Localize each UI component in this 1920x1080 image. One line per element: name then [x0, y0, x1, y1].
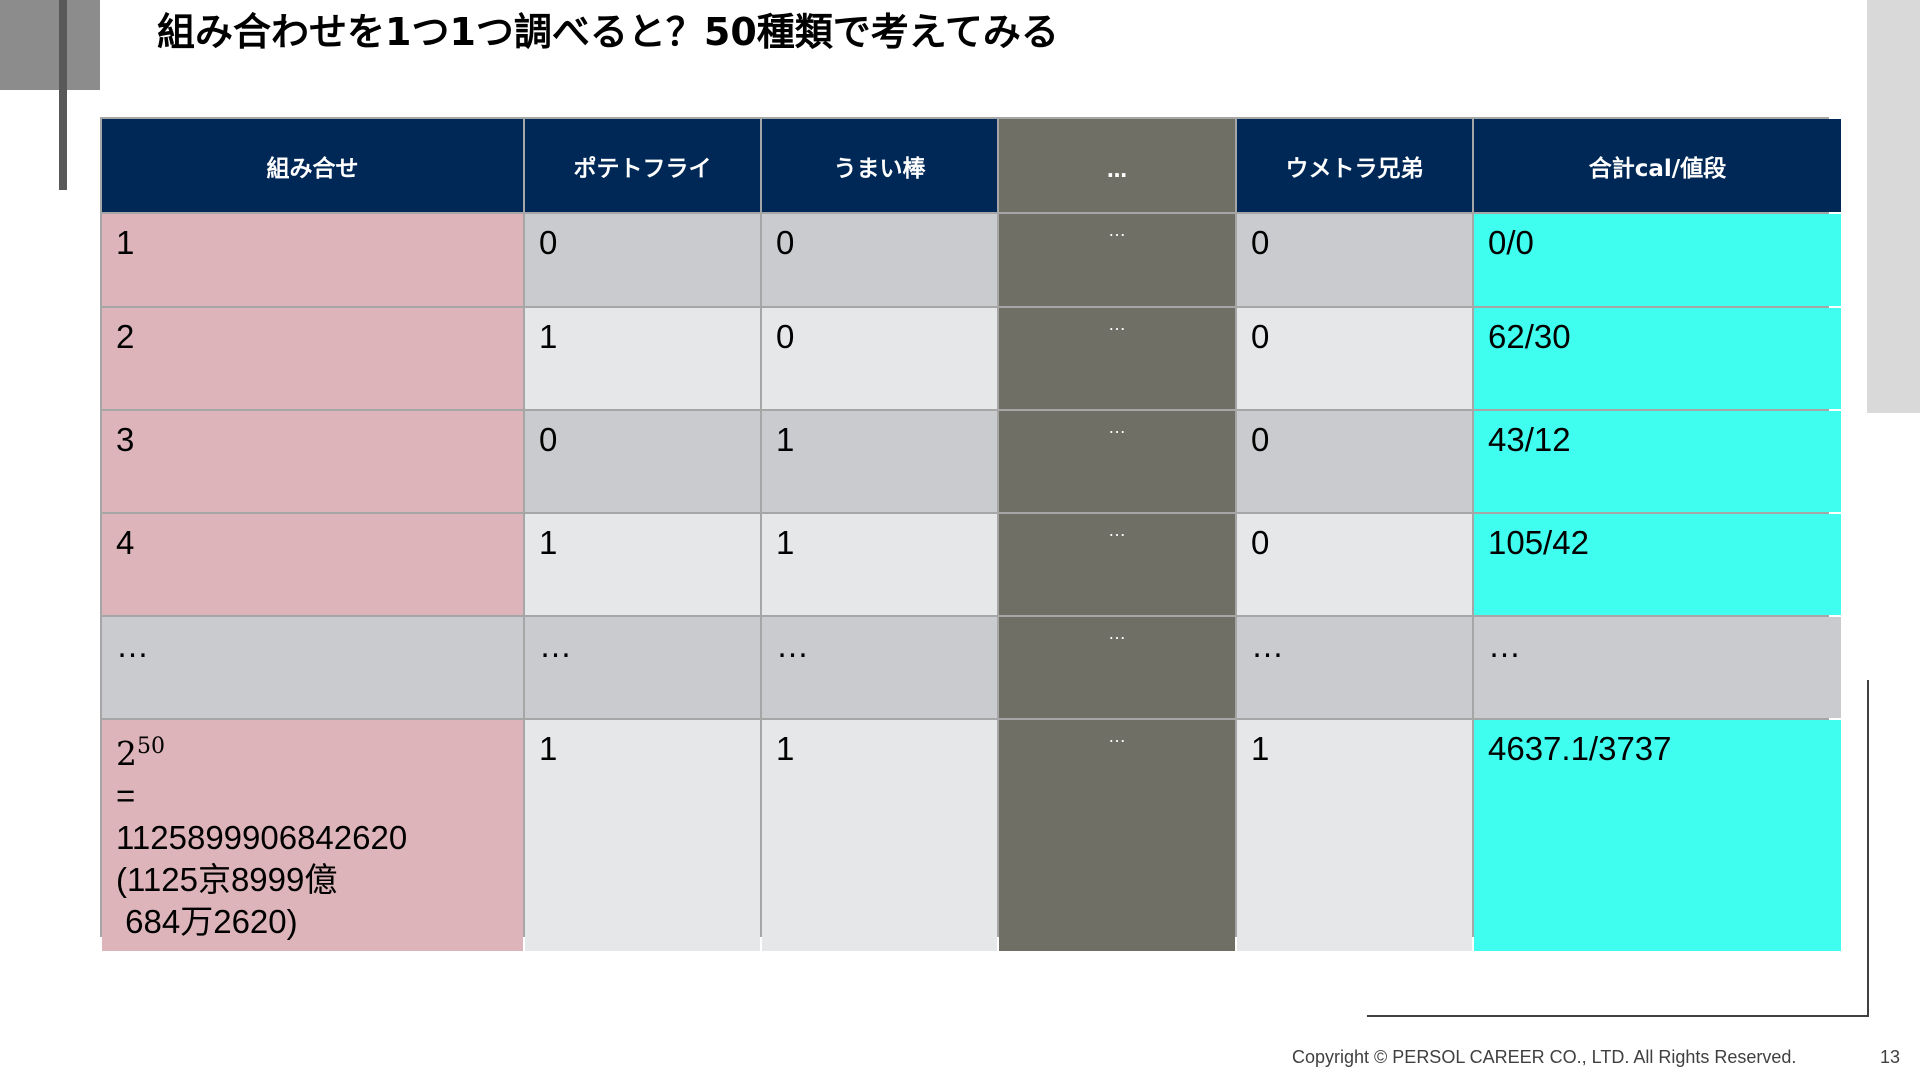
- header-ellipsis: …: [999, 119, 1235, 212]
- header-umetora: ウメトラ兄弟: [1237, 119, 1472, 212]
- row5-potato: …: [525, 617, 760, 718]
- row4-umetora: 0: [1237, 514, 1472, 615]
- row1-umaibo: 0: [762, 214, 997, 306]
- row1-total: 0/0: [1474, 214, 1841, 306]
- header-umaibo: うまい棒: [762, 119, 997, 212]
- row3-umetora: 0: [1237, 411, 1472, 512]
- row5-umetora: …: [1237, 617, 1472, 718]
- decorative-corner-block: [0, 0, 100, 90]
- row1-ellipsis: …: [999, 214, 1235, 306]
- row3-combination: 3: [102, 411, 523, 512]
- header-total: 合計cal/値段: [1474, 119, 1841, 212]
- row4-total: 105/42: [1474, 514, 1841, 615]
- total-combinations-value: 1125899906842620: [116, 819, 408, 856]
- decorative-vertical-bar: [59, 0, 67, 190]
- row2-total: 62/30: [1474, 308, 1841, 409]
- combination-table: 組み合せ ポテトフライ うまい棒 … ウメトラ兄弟 合計cal/値段 1 0 0…: [100, 117, 1841, 951]
- row5-umaibo: …: [762, 617, 997, 718]
- row3-umaibo: 1: [762, 411, 997, 512]
- row4-ellipsis: …: [999, 514, 1235, 615]
- page-title: 組み合わせを1つ1つ調べると？50種類で考えてみる: [157, 10, 1059, 54]
- row6-potato: 1: [525, 720, 760, 951]
- row6-ellipsis: …: [999, 720, 1235, 951]
- copyright-text: Copyright © PERSOL CAREER CO., LTD. All …: [1292, 1047, 1797, 1067]
- decorative-right-panel: [1867, 0, 1920, 413]
- row2-combination: 2: [102, 308, 523, 409]
- power-expression: 250: [116, 734, 165, 773]
- kanji-reading-line2: 684万2620): [116, 903, 298, 940]
- row6-total: 4637.1/3737: [1474, 720, 1841, 951]
- decorative-bottom-line: [1367, 1015, 1869, 1017]
- row4-combination: 4: [102, 514, 523, 615]
- row6-umaibo: 1: [762, 720, 997, 951]
- kanji-reading-line1: (1125京8999億: [116, 861, 338, 898]
- row2-ellipsis: …: [999, 308, 1235, 409]
- row6-umetora: 1: [1237, 720, 1472, 951]
- equals-sign: =: [116, 777, 136, 814]
- page-number: 13: [1880, 1047, 1901, 1067]
- row3-total: 43/12: [1474, 411, 1841, 512]
- header-potato-fry: ポテトフライ: [525, 119, 760, 212]
- row5-ellipsis: …: [999, 617, 1235, 718]
- header-combination: 組み合せ: [102, 119, 523, 212]
- row5-combination: …: [102, 617, 523, 718]
- decorative-right-line: [1867, 680, 1869, 1017]
- row2-umetora: 0: [1237, 308, 1472, 409]
- row3-potato: 0: [525, 411, 760, 512]
- row1-potato: 0: [525, 214, 760, 306]
- row6-combination: 250 = 1125899906842620 (1125京8999億 684万2…: [102, 720, 523, 951]
- row2-potato: 1: [525, 308, 760, 409]
- row1-umetora: 0: [1237, 214, 1472, 306]
- row5-total: …: [1474, 617, 1841, 718]
- row1-combination: 1: [102, 214, 523, 306]
- row2-umaibo: 0: [762, 308, 997, 409]
- row4-umaibo: 1: [762, 514, 997, 615]
- row3-ellipsis: …: [999, 411, 1235, 512]
- row4-potato: 1: [525, 514, 760, 615]
